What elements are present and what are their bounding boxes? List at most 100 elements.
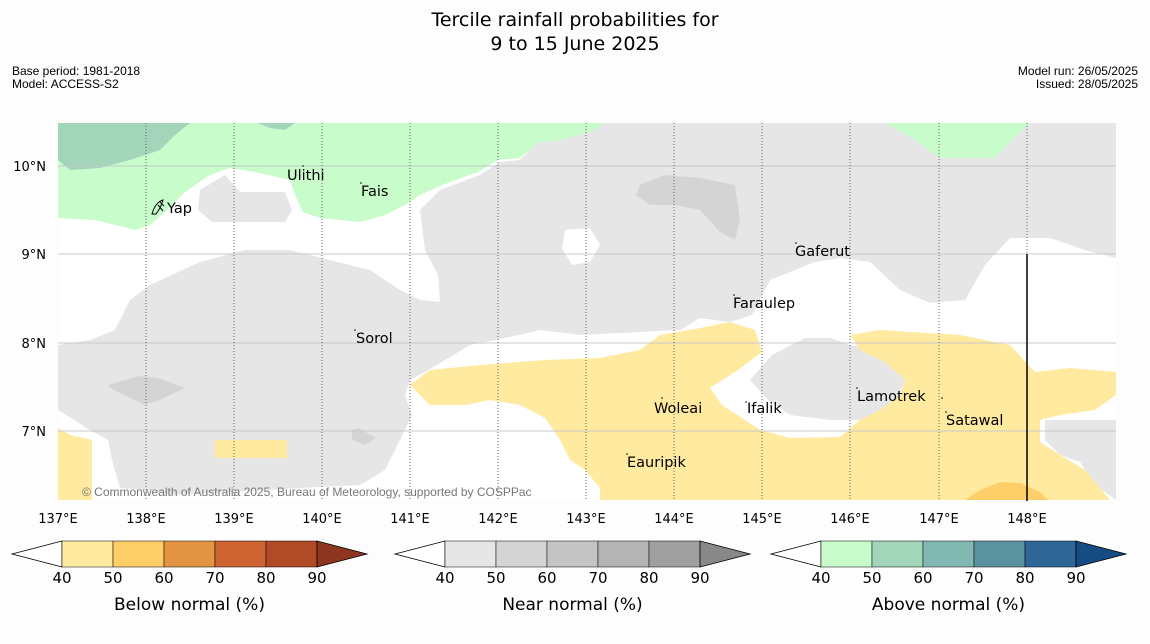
below-normal-colorbar-tick-label: 80 <box>256 569 275 587</box>
lon-label-148e: 148°E <box>1007 512 1047 527</box>
yap-island-shape <box>151 199 165 215</box>
above-normal-region-ne <box>885 123 1030 158</box>
above-normal-colorbar-high-arrow <box>1075 540 1128 568</box>
issued-text: Issued: 28/05/2025 <box>1035 77 1138 91</box>
below-normal-colorbar-segment <box>265 540 318 568</box>
lon-label-143e: 143°E <box>566 512 606 527</box>
place-label-lamotrek: Lamotrek <box>857 389 926 405</box>
above-normal-colorbar-segment <box>871 540 924 568</box>
colorbar-group: 40 50 60 70 80 90 Below normal (%) 40 50 60 70 80 90… <box>10 540 1128 615</box>
near-normal-colorbar-tick-label: 90 <box>690 569 709 587</box>
lat-label-9n: 9°N <box>22 248 47 263</box>
above-normal-colorbar-tick-label: 50 <box>862 569 881 587</box>
below-normal-colorbar-tick-label: 50 <box>103 569 122 587</box>
place-label-eauripik: Eauripik <box>627 455 686 471</box>
map-title: Tercile rainfall probabilities for 9 to … <box>0 8 1150 56</box>
near-normal-50-region-south <box>352 428 376 445</box>
place-label-ifalik: Ifalik <box>747 401 782 417</box>
below-normal-colorbar-segment <box>112 540 165 568</box>
lon-label-147e: 147°E <box>919 512 959 527</box>
place-label-gaferut: Gaferut <box>795 244 850 260</box>
lon-label-142e: 142°E <box>478 512 518 527</box>
near-normal-colorbar-tick-label: 80 <box>639 569 658 587</box>
below-normal-region-west <box>58 428 92 500</box>
place-label-woleai: Woleai <box>654 401 702 417</box>
near-normal-colorbar-tick-label: 60 <box>537 569 556 587</box>
above-normal-colorbar-tick-label: 90 <box>1066 569 1085 587</box>
below-normal-colorbar-tick-label: 60 <box>154 569 173 587</box>
near-normal-colorbar: 40 50 60 70 80 90 Near normal (%) <box>393 540 752 615</box>
model-text: Model: ACCESS-S2 <box>12 77 119 91</box>
above-normal-colorbar-tick-label: 40 <box>811 569 830 587</box>
above-normal-colorbar-low-arrow <box>769 540 822 568</box>
above-normal-colorbar-tick-label: 60 <box>913 569 932 587</box>
near-normal-colorbar-low-arrow <box>393 540 446 568</box>
lat-label-10n: 10°N <box>13 160 46 175</box>
lon-label-145e: 145°E <box>742 512 782 527</box>
lon-label-141e: 141°E <box>390 512 430 527</box>
near-normal-colorbar-title: Near normal (%) <box>502 595 642 615</box>
place-label-ulithi: Ulithi <box>287 168 325 184</box>
above-normal-50-region-north <box>258 123 295 130</box>
below-normal-colorbar: 40 50 60 70 80 90 Below normal (%) <box>10 540 369 615</box>
longitude-gridlines <box>145 123 1028 501</box>
above-normal-colorbar-segment <box>820 540 873 568</box>
near-normal-region-yap <box>198 175 292 222</box>
above-normal-colorbar-segment <box>1024 540 1077 568</box>
near-normal-colorbar-segment <box>546 540 599 568</box>
title-line-2: 9 to 15 June 2025 <box>490 33 660 55</box>
island-markers <box>302 165 947 455</box>
place-label-faraulep: Faraulep <box>733 296 795 312</box>
above-normal-colorbar-title: Above normal (%) <box>872 595 1025 615</box>
copyright-credit: © Commonwealth of Australia 2025, Bureau… <box>82 485 532 499</box>
below-normal-colorbar-title: Below normal (%) <box>114 595 265 615</box>
near-normal-50-region <box>636 175 740 240</box>
below-normal-colorbar-tick-label: 90 <box>307 569 326 587</box>
above-normal-colorbar-tick-label: 70 <box>964 569 983 587</box>
place-label-yap: Yap <box>166 201 192 217</box>
above-normal-50-region <box>58 123 190 170</box>
map-panel[interactable]: Yap Ulithi Fais Gaferut Faraulep Sorol W… <box>58 123 1116 501</box>
lat-label-8n: 8°N <box>22 337 47 352</box>
title-line-1: Tercile rainfall probabilities for <box>431 9 719 31</box>
near-normal-region-southeast <box>1045 420 1116 500</box>
near-normal-region-east <box>750 338 905 420</box>
below-normal-colorbar-low-arrow <box>10 540 63 568</box>
lon-label-146e: 146°E <box>830 512 870 527</box>
above-normal-colorbar-segment <box>973 540 1026 568</box>
above-normal-colorbar-segment <box>922 540 975 568</box>
lon-label-137e: 137°E <box>38 512 78 527</box>
place-label-satawal: Satawal <box>946 413 1003 429</box>
lon-label-140e: 140°E <box>302 512 342 527</box>
near-normal-colorbar-segment <box>648 540 701 568</box>
above-normal-colorbar: 40 50 60 70 80 90 Above normal (%) <box>769 540 1128 615</box>
near-normal-colorbar-tick-label: 50 <box>486 569 505 587</box>
below-normal-region-small <box>215 440 287 458</box>
no-signal-gap <box>562 228 600 265</box>
lat-label-7n: 7°N <box>22 425 47 440</box>
near-normal-colorbar-high-arrow <box>699 540 752 568</box>
near-normal-colorbar-segment <box>444 540 497 568</box>
above-normal-colorbar-tick-label: 80 <box>1015 569 1034 587</box>
near-normal-colorbar-segment <box>495 540 548 568</box>
above-normal-region <box>58 123 605 230</box>
base-period-text: Base period: 1981-2018 <box>12 64 141 78</box>
near-normal-colorbar-tick-label: 40 <box>435 569 454 587</box>
meta-info-right: Model run: 26/05/2025 Issued: 28/05/2025 <box>1018 65 1138 91</box>
below-normal-colorbar-tick-label: 70 <box>205 569 224 587</box>
near-normal-colorbar-segment <box>597 540 650 568</box>
below-normal-colorbar-segment <box>61 540 114 568</box>
below-normal-colorbar-segment <box>214 540 267 568</box>
below-normal-colorbar-high-arrow <box>316 540 369 568</box>
lon-label-138e: 138°E <box>126 512 166 527</box>
place-label-fais: Fais <box>361 184 388 200</box>
meta-info-left: Base period: 1981-2018 Model: ACCESS-S2 <box>12 65 140 91</box>
below-normal-colorbar-segment <box>163 540 216 568</box>
near-normal-colorbar-tick-label: 70 <box>588 569 607 587</box>
below-normal-colorbar-tick-label: 40 <box>52 569 71 587</box>
lon-label-144e: 144°E <box>654 512 694 527</box>
place-label-sorol: Sorol <box>356 331 393 347</box>
lon-label-139e: 139°E <box>214 512 254 527</box>
model-run-text: Model run: 26/05/2025 <box>1017 64 1138 78</box>
